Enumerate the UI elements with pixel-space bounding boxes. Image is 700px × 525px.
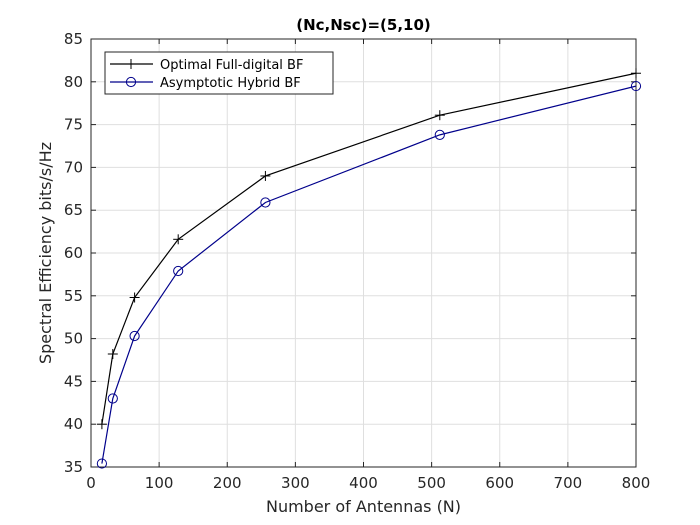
legend-entry-hybrid: Asymptotic Hybrid BF xyxy=(110,76,301,91)
y-tick-label: 60 xyxy=(64,244,83,262)
y-tick-label: 65 xyxy=(64,201,83,219)
series-layer xyxy=(96,68,642,469)
y-axis-label: Spectral Efficiency bits/s/Hz xyxy=(36,142,55,364)
chart-title: (Nc,Nsc)=(5,10) xyxy=(296,16,431,34)
x-tick-label: 200 xyxy=(213,474,242,492)
data-point xyxy=(96,458,108,469)
legend: Optimal Full-digital BF Asymptotic Hybri… xyxy=(104,51,334,95)
y-tick-label: 85 xyxy=(64,30,83,48)
series-line xyxy=(101,85,637,464)
grid-lines xyxy=(90,38,637,468)
legend-marker xyxy=(125,76,137,88)
x-axis-label: Number of Antennas (N) xyxy=(266,497,461,516)
x-tick-label: 600 xyxy=(485,474,514,492)
series-optimal-full-digital xyxy=(96,68,641,430)
x-tick-label: 800 xyxy=(622,474,651,492)
x-tick-label: 100 xyxy=(145,474,174,492)
x-tick-label: 0 xyxy=(86,474,96,492)
data-point xyxy=(173,265,184,277)
y-tick-label: 75 xyxy=(64,116,83,134)
data-point xyxy=(173,234,184,245)
series-line xyxy=(101,72,637,425)
data-point xyxy=(260,170,271,181)
data-point xyxy=(107,349,118,360)
data-point xyxy=(631,68,641,79)
data-point xyxy=(260,197,271,208)
legend-label-hybrid: Asymptotic Hybrid BF xyxy=(160,76,301,91)
x-axis-ticks: 0 100 200 300 400 500 600 700 800 xyxy=(86,39,650,492)
x-tick-label: 300 xyxy=(281,474,310,492)
y-tick-label: 45 xyxy=(64,372,83,390)
x-tick-label: 500 xyxy=(417,474,446,492)
y-tick-label: 55 xyxy=(64,287,83,305)
legend-entry-optimal: Optimal Full-digital BF xyxy=(110,58,303,73)
data-point xyxy=(434,129,445,140)
y-tick-label: 35 xyxy=(64,458,83,476)
data-point xyxy=(107,393,118,404)
y-tick-label: 70 xyxy=(64,158,83,176)
y-tick-label: 50 xyxy=(64,330,83,348)
y-axis-ticks: 35 40 45 50 55 60 65 70 75 80 85 xyxy=(64,30,636,476)
legend-box xyxy=(104,51,334,95)
data-point xyxy=(630,80,642,92)
y-tick-label: 40 xyxy=(64,415,83,433)
x-tick-label: 700 xyxy=(554,474,583,492)
data-point xyxy=(96,419,107,430)
series-asymptotic-hybrid xyxy=(96,80,642,469)
x-tick-label: 400 xyxy=(349,474,378,492)
legend-label-optimal: Optimal Full-digital BF xyxy=(160,58,303,73)
data-point xyxy=(129,292,140,303)
data-point xyxy=(129,330,140,342)
legend-marker xyxy=(126,59,136,69)
y-tick-label: 80 xyxy=(64,73,83,91)
data-point xyxy=(434,110,445,121)
